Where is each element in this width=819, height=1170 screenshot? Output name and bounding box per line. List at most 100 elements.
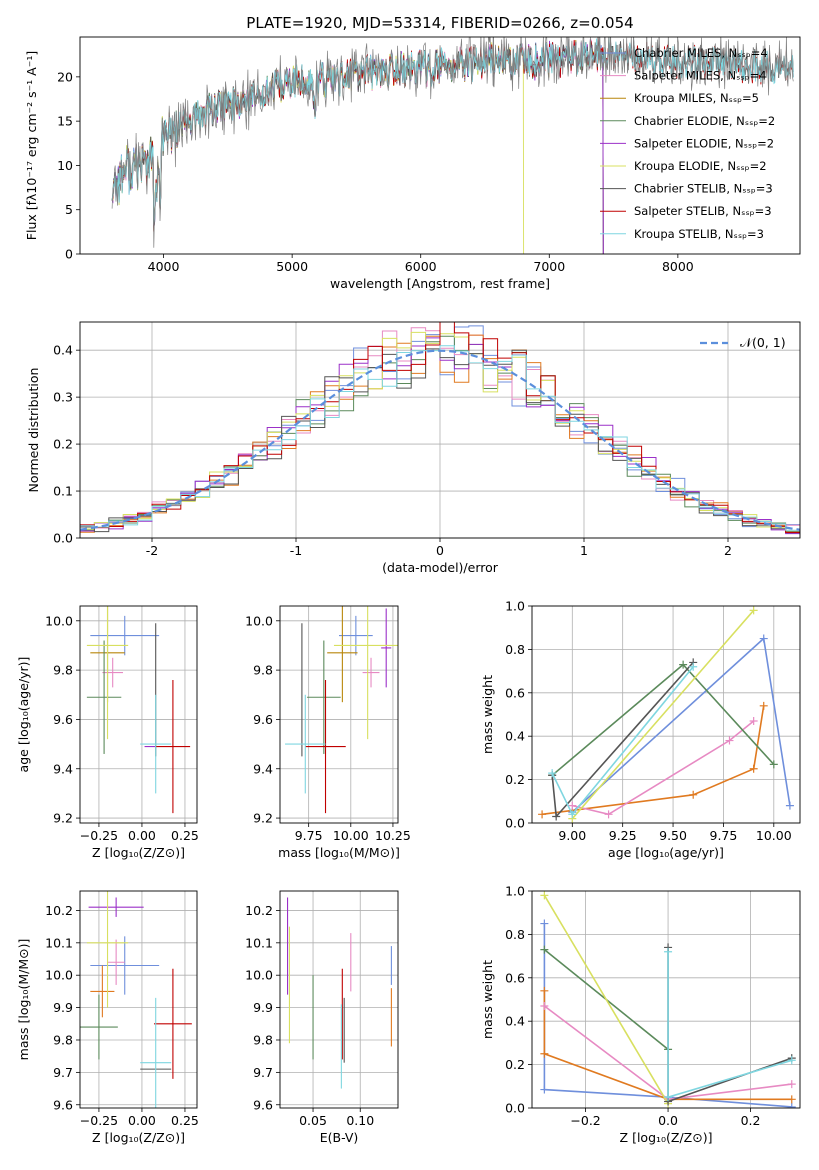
- series-line: [551, 663, 775, 776]
- axes-frame: [531, 605, 801, 824]
- errorbar-salpeter_miles: [102, 657, 124, 688]
- series-line: [667, 951, 793, 1099]
- y-tick-label: 10.0: [45, 613, 73, 628]
- y-tick-label: 5: [65, 202, 73, 217]
- errorbars: [285, 606, 398, 814]
- errorbars: [287, 897, 392, 1089]
- errorbar-kroupa_miles: [327, 606, 358, 703]
- y-tick-label: 9.8: [53, 663, 73, 678]
- point-marker: [689, 662, 698, 671]
- point-marker: [540, 919, 549, 928]
- point-marker: [540, 945, 549, 954]
- x-axis-label: Z [log₁₀(Z/Z⊙)]: [92, 845, 185, 860]
- series-salpeter_miles: [568, 717, 758, 819]
- y-tick-label: 10.0: [245, 613, 273, 628]
- panel-residuals: -2 -1 0 1 2 0.0 0.1 0.2 0.3 0.4 (data-model)/error…: [26, 321, 801, 575]
- point-marker: [664, 1093, 673, 1102]
- point-marker: [568, 810, 577, 819]
- panel-mass_vs_ebv: 0.05 0.10 9.6 9.7 9.8 9.9 10.0 10.1 10.2 E(B-V): [245, 890, 399, 1145]
- chart-title: PLATE=1920, MJD=53314, FIBERID=0266, z=0…: [246, 14, 633, 32]
- errorbar-salpeter_miles: [362, 657, 380, 688]
- y-tick-label: 9.2: [53, 811, 73, 826]
- y-tick-label: 0.0: [505, 816, 525, 831]
- y-tick-label: 9.4: [53, 761, 73, 776]
- errorbar-chabrier_elodie: [86, 640, 122, 754]
- x-tick-label: -2: [146, 543, 158, 558]
- x-tick-label: 8000: [662, 259, 694, 274]
- y-tick-label: 0.6: [505, 970, 525, 985]
- x-tick-label: 0.10: [346, 1113, 374, 1128]
- y-tick-label: 10.1: [45, 935, 73, 950]
- x-tick-label: 2: [724, 543, 732, 558]
- x-axis-label: age [log₁₀(age/yr)]: [608, 845, 724, 860]
- x-tick-label: 1: [580, 543, 588, 558]
- errorbar-chabrier_miles: [339, 615, 373, 656]
- errorbar-kroupa_stelib: [140, 694, 172, 794]
- gaussian-curve: [80, 349, 800, 531]
- series-chabrier_elodie: [548, 660, 778, 780]
- y-axis-label: mass [log₁₀(M/M⊙)]: [16, 939, 31, 1061]
- y-tick-label: 9.8: [53, 1032, 73, 1047]
- series-chabrier_stelib: [664, 943, 796, 1106]
- x-tick-label: 0.25: [171, 828, 199, 843]
- errorbars: [86, 606, 191, 814]
- y-tick-label: 0.1: [53, 484, 73, 499]
- errorbar-salpeter_stelib: [305, 679, 346, 814]
- legend-label: 𝒩(0, 1): [740, 335, 786, 350]
- histograms: [80, 322, 800, 536]
- y-tick-label: 9.7: [53, 1065, 73, 1080]
- legend-label: Chabrier ELODIE, Nₛₛₚ=2: [634, 114, 775, 128]
- x-tick-label: −0.2: [570, 1113, 600, 1128]
- series-orange: [538, 701, 768, 819]
- x-tick-label: 0.2: [741, 1113, 761, 1128]
- errorbar-salpeter_stelib: [155, 679, 191, 814]
- legend-label: Chabrier MILES, Nₛₛₚ=4: [634, 46, 768, 60]
- y-tick-label: 0.2: [505, 1057, 525, 1072]
- y-tick-label: 9.2: [253, 811, 273, 826]
- errorbar-kroupa_elodie: [86, 606, 129, 740]
- y-tick-label: 9.8: [253, 663, 273, 678]
- x-tick-label: 9.00: [558, 828, 586, 843]
- series-line: [543, 894, 669, 1105]
- legend: 𝒩(0, 1): [700, 335, 786, 350]
- panel-spectrum: 4000 5000 6000 7000 8000 0 5 10 15 20 wavelength […: [24, 14, 801, 291]
- x-tick-label: 7000: [533, 259, 565, 274]
- point-marker: [787, 1102, 796, 1108]
- point-marker: [787, 1095, 796, 1104]
- x-tick-label: 9.75: [295, 828, 323, 843]
- x-tick-label: 10.00: [756, 828, 792, 843]
- y-axis-label: Normed distribution: [26, 368, 41, 493]
- point-marker: [538, 810, 547, 819]
- x-tick-label: 6000: [405, 259, 437, 274]
- panel-mw_vs_age: 9.00 9.25 9.50 9.75 10.00 0.0 0.2 0.4 0.6 0.8 1.0 a…: [480, 599, 801, 860]
- point-marker: [568, 801, 577, 810]
- point-marker: [540, 986, 549, 995]
- legend: Chabrier MILES, Nₛₛₚ=4 Salpeter MILES, Nₛ…: [600, 46, 775, 241]
- panel-age_vs_mass: 9.75 10.00 10.25 9.2 9.4 9.6 9.8 10.0 mass [log₁…: [245, 605, 411, 860]
- series-line: [541, 705, 765, 816]
- panel-mass_vs_Z: −0.25 0.00 0.25 9.6 9.7 9.8 9.9 10.0 10.1 10.2 Z […: [16, 890, 199, 1145]
- series-kroupa_stelib: [664, 947, 796, 1102]
- errorbar-salpeter_elodie: [381, 608, 392, 688]
- y-tick-label: 9.9: [53, 1000, 73, 1015]
- point-marker: [540, 1085, 549, 1094]
- errorbar-chabrier_miles: [90, 615, 160, 656]
- y-tick-label: 9.8: [253, 1032, 273, 1047]
- point-marker: [749, 764, 758, 773]
- x-tick-label: 9.75: [710, 828, 738, 843]
- x-tick-label: 0.25: [171, 1113, 199, 1128]
- x-tick-label: 5000: [276, 259, 308, 274]
- legend-label: Chabrier STELIB, Nₛₛₚ=3: [634, 182, 773, 196]
- x-tick-label: 0.00: [128, 828, 156, 843]
- legend-label: Kroupa STELIB, Nₛₛₚ=3: [634, 227, 764, 241]
- x-tick-label: −0.25: [80, 828, 118, 843]
- series-kroupa_elodie: [540, 891, 673, 1108]
- spectrum-lines: [111, 37, 794, 254]
- point-marker: [749, 606, 758, 615]
- y-tick-label: 10.0: [45, 968, 73, 983]
- y-tick-label: 0.0: [53, 531, 73, 546]
- axes-frame: [279, 605, 399, 824]
- x-axis-label: (data-model)/error: [382, 560, 499, 575]
- series-kroupa_stelib: [548, 662, 698, 819]
- point-marker: [664, 947, 673, 956]
